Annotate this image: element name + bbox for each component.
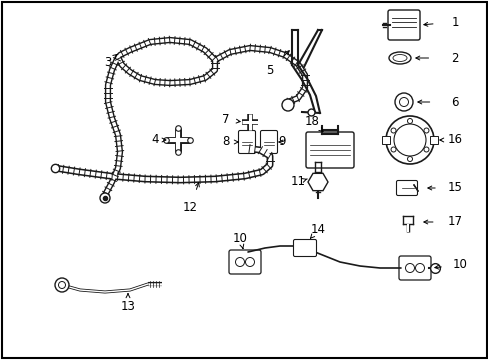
Text: 18: 18 — [304, 116, 319, 129]
Text: 8: 8 — [222, 135, 229, 148]
FancyBboxPatch shape — [398, 256, 430, 280]
FancyBboxPatch shape — [387, 10, 419, 40]
Bar — [381, 136, 389, 144]
Text: 10: 10 — [232, 231, 247, 244]
Circle shape — [407, 157, 412, 162]
FancyBboxPatch shape — [305, 132, 353, 168]
Circle shape — [423, 147, 428, 152]
Circle shape — [405, 264, 414, 273]
Circle shape — [407, 118, 412, 123]
FancyBboxPatch shape — [228, 250, 261, 274]
FancyBboxPatch shape — [396, 180, 417, 195]
Circle shape — [59, 282, 65, 288]
Ellipse shape — [392, 54, 406, 62]
FancyBboxPatch shape — [238, 130, 255, 153]
Circle shape — [235, 257, 244, 266]
Circle shape — [394, 93, 412, 111]
Bar — [429, 136, 437, 144]
Text: 7: 7 — [222, 113, 229, 126]
Circle shape — [393, 124, 425, 156]
Text: 15: 15 — [447, 181, 462, 194]
Text: 2: 2 — [450, 51, 458, 64]
Circle shape — [415, 264, 424, 273]
Circle shape — [423, 128, 428, 133]
Circle shape — [390, 147, 395, 152]
Circle shape — [100, 193, 110, 203]
Text: 5: 5 — [266, 63, 273, 77]
Text: 10: 10 — [451, 258, 467, 271]
Text: 11: 11 — [290, 175, 305, 189]
Circle shape — [55, 278, 69, 292]
Text: 4: 4 — [151, 134, 159, 147]
Text: 14: 14 — [310, 224, 325, 237]
Text: 16: 16 — [447, 134, 462, 147]
Circle shape — [390, 128, 395, 133]
FancyBboxPatch shape — [293, 239, 316, 256]
Text: 6: 6 — [450, 95, 458, 108]
Circle shape — [385, 116, 433, 164]
Circle shape — [245, 257, 254, 266]
Polygon shape — [307, 173, 327, 191]
Circle shape — [282, 99, 293, 111]
Text: 17: 17 — [447, 216, 462, 229]
Ellipse shape — [388, 52, 410, 64]
FancyBboxPatch shape — [260, 130, 277, 153]
Text: 12: 12 — [182, 202, 197, 215]
Circle shape — [399, 98, 407, 107]
Text: 9: 9 — [278, 135, 285, 148]
Text: 13: 13 — [121, 300, 135, 312]
Text: 1: 1 — [450, 15, 458, 28]
Text: 3: 3 — [104, 55, 111, 68]
